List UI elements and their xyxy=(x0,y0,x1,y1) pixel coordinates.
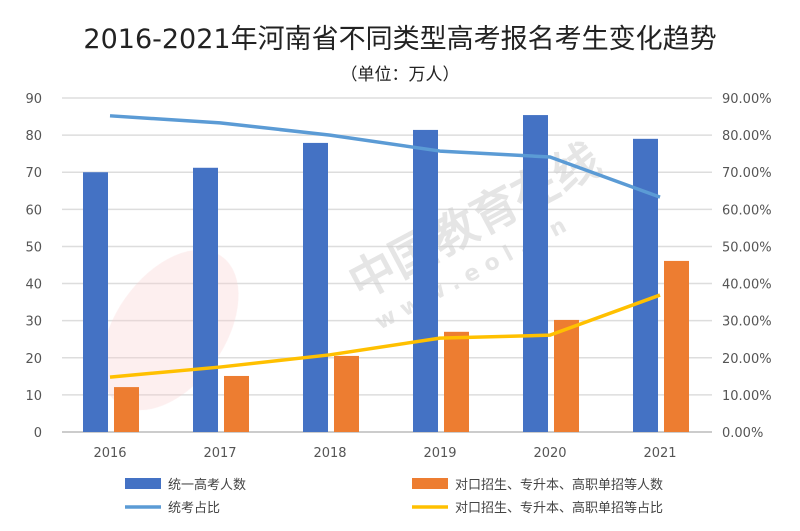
y2-tick-label: 20.00% xyxy=(722,352,772,367)
bar-unified-2017 xyxy=(193,167,218,432)
chart-title: 2016-2021年河南省不同类型高考报名考生变化趋势 xyxy=(83,24,716,55)
x-tick-label: 2020 xyxy=(533,446,566,461)
bar-unified-2018 xyxy=(303,142,328,432)
legend-swatch xyxy=(125,478,161,489)
y2-tick-label: 30.00% xyxy=(722,315,772,330)
legend-label: 对口招生、专升本、高职单招等人数 xyxy=(455,477,663,493)
legend-label: 对口招生、专升本、高职单招等占比 xyxy=(455,500,663,516)
legend-label: 统一高考人数 xyxy=(168,477,246,493)
y-tick-label: 80 xyxy=(25,129,42,144)
bar-other-2018 xyxy=(334,355,359,432)
y2-tick-label: 80.00% xyxy=(722,129,772,144)
bar-unified-2019 xyxy=(413,129,438,432)
y-tick-label: 60 xyxy=(25,203,42,218)
y-tick-label: 10 xyxy=(25,389,42,404)
line-unified-ratio xyxy=(109,114,661,199)
line-other-ratio xyxy=(109,293,661,379)
bar-other-2016 xyxy=(114,387,139,432)
bar-unified-2020 xyxy=(523,115,548,433)
y-tick-label: 40 xyxy=(25,278,42,293)
x-tick-label: 2017 xyxy=(203,446,236,461)
bar-other-2020 xyxy=(554,319,579,432)
y2-tick-label: 0.00% xyxy=(722,426,763,441)
bar-unified-2021 xyxy=(633,138,658,433)
bars xyxy=(83,115,689,433)
chart-subtitle: （单位：万人） xyxy=(341,65,460,85)
y2-tick-label: 50.00% xyxy=(722,240,772,255)
x-tick-label: 2019 xyxy=(423,446,456,461)
x-tick-label: 2018 xyxy=(313,446,346,461)
bar-other-2019 xyxy=(444,331,469,432)
y-tick-label: 0 xyxy=(34,426,42,441)
y-tick-label: 50 xyxy=(25,240,42,255)
y-tick-label: 20 xyxy=(25,352,42,367)
x-tick-label: 2021 xyxy=(643,446,676,461)
lines xyxy=(109,114,661,379)
y2-tick-label: 60.00% xyxy=(722,203,772,218)
y-tick-label: 90 xyxy=(25,92,42,107)
bar-other-2017 xyxy=(224,375,249,432)
y-axis-left: 0 10 20 30 40 50 60 70 80 90 xyxy=(25,92,42,441)
y-axis-right: 0.00% 10.00% 20.00% 30.00% 40.00% 50.00% 60.00… xyxy=(722,92,772,441)
y-tick-label: 70 xyxy=(25,166,42,181)
y2-tick-label: 70.00% xyxy=(722,166,772,181)
y2-tick-label: 10.00% xyxy=(722,389,772,404)
bar-other-2021 xyxy=(664,260,689,432)
legend-swatch xyxy=(412,478,448,489)
y-tick-label: 30 xyxy=(25,315,42,330)
x-tick-label: 2016 xyxy=(93,446,126,461)
bar-unified-2016 xyxy=(83,172,108,432)
x-axis: 2016 2017 2018 2019 2020 2021 xyxy=(93,446,676,461)
y2-tick-label: 90.00% xyxy=(722,92,772,107)
legend-label: 统考占比 xyxy=(168,501,220,516)
y2-tick-label: 40.00% xyxy=(722,278,772,293)
gridlines xyxy=(62,97,712,433)
